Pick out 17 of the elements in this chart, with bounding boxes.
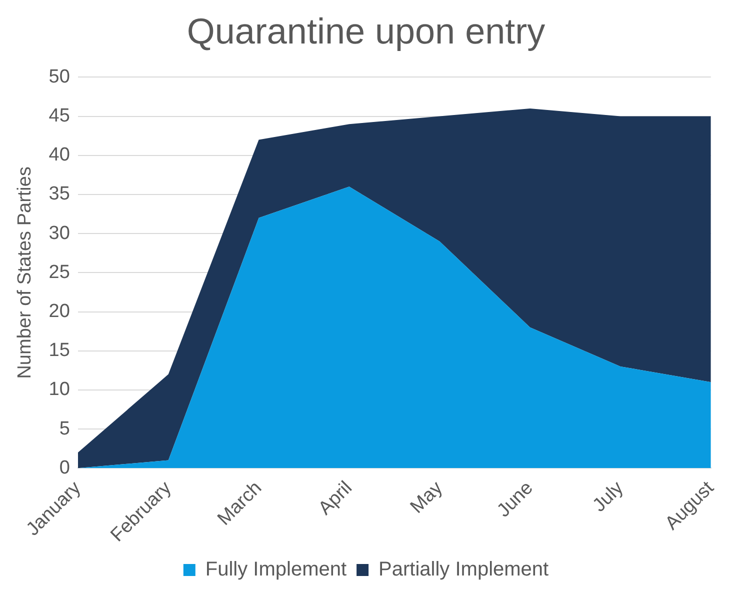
y-tick-label: 50 [48,66,70,88]
x-tick-label: May [406,477,448,518]
x-tick-label: July [588,477,628,516]
y-axis-title: Number of States Parties [14,166,36,379]
legend-label: Fully Implement [205,558,347,581]
y-tick-label: 10 [48,379,70,400]
y-tick-label: 5 [59,418,70,440]
y-tick-label: 25 [48,262,70,283]
y-tick-label: 20 [48,300,70,322]
y-tick-label: 0 [59,457,70,478]
y-tick-label: 30 [48,222,70,244]
legend-label: Partially Implement [378,558,550,581]
y-tick-label: 45 [48,106,70,127]
y-tick-label: 15 [48,340,70,362]
y-tick-label: 40 [48,144,70,166]
y-tick-label: 35 [48,184,70,205]
chart-title: Quarantine upon entry [186,10,546,52]
